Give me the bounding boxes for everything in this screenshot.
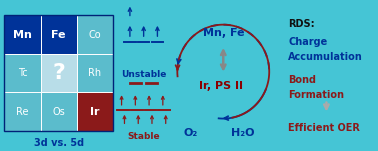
Text: Mn: Mn [13,30,32,40]
Text: Efficient OER: Efficient OER [288,123,360,133]
Text: 3d vs. 5d: 3d vs. 5d [34,138,84,148]
Text: Stable: Stable [127,132,160,141]
Text: O₂: O₂ [184,128,198,138]
FancyBboxPatch shape [4,92,40,131]
Text: ?: ? [52,63,65,83]
Text: Ir, PS II: Ir, PS II [200,81,243,91]
Text: Charge: Charge [288,37,328,47]
Text: Unstable: Unstable [121,70,166,79]
Text: RDS:: RDS: [288,19,315,29]
Text: Os: Os [52,106,65,117]
FancyBboxPatch shape [77,54,113,92]
Text: Mn, Fe: Mn, Fe [203,28,244,38]
Text: Co: Co [88,30,101,40]
FancyBboxPatch shape [4,15,40,54]
Text: Rh: Rh [88,68,101,78]
FancyBboxPatch shape [40,54,77,92]
Text: Accumulation: Accumulation [288,52,363,62]
FancyBboxPatch shape [40,15,77,54]
Text: Bond: Bond [288,76,316,85]
Text: Tc: Tc [18,68,27,78]
FancyBboxPatch shape [40,92,77,131]
FancyBboxPatch shape [4,54,40,92]
FancyBboxPatch shape [77,92,113,131]
FancyBboxPatch shape [77,15,113,54]
Text: H₂O: H₂O [231,128,255,138]
Text: Re: Re [16,106,29,117]
Text: Fe: Fe [51,30,66,40]
Text: Formation: Formation [288,90,344,100]
Text: Ir: Ir [90,106,99,117]
